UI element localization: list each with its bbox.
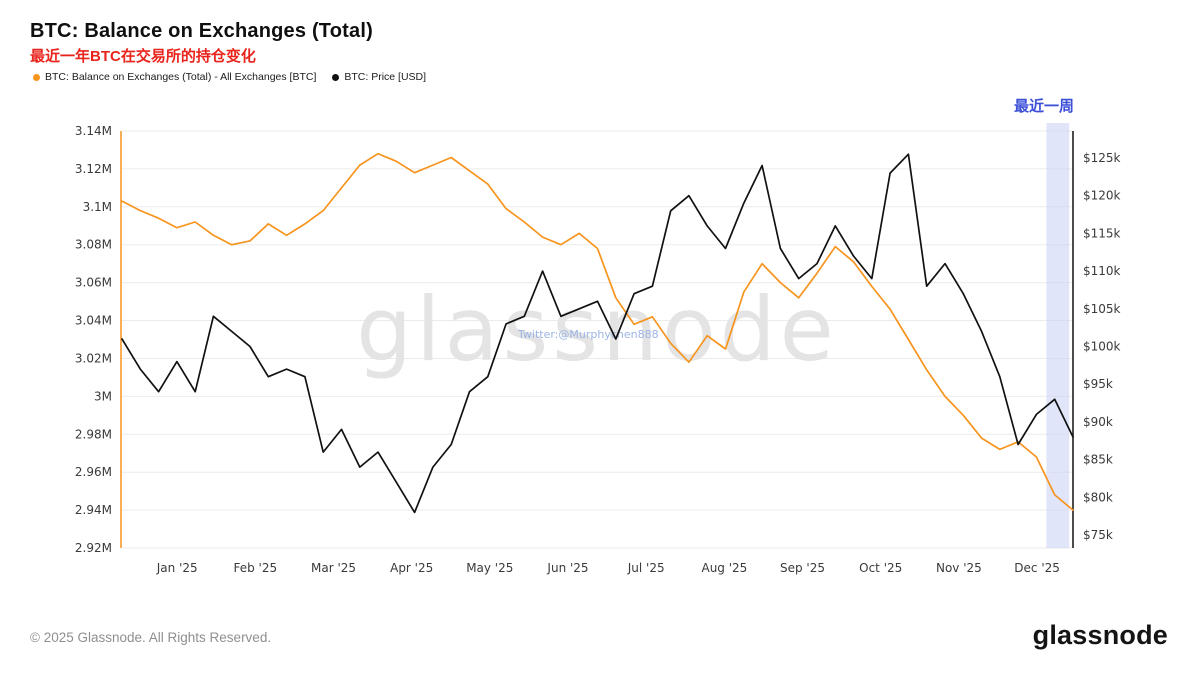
y-axis-label-left: 3.02M: [75, 352, 112, 366]
highlight-band: [1046, 123, 1070, 548]
y-axis-label-left: 3.08M: [75, 238, 112, 252]
glassnode-logo: glassnode: [1032, 620, 1168, 650]
x-axis-label: Nov '25: [936, 561, 982, 575]
legend-item-price: BTC: Price [USD]: [332, 71, 426, 83]
legend-item-balance: BTC: Balance on Exchanges (Total) - All …: [33, 71, 316, 83]
y-axis-label-left: 3.06M: [75, 276, 112, 290]
y-axis-label-right: $105k: [1083, 302, 1121, 316]
y-axis-label-left: 3.14M: [75, 124, 112, 138]
x-axis-label: Feb '25: [233, 561, 277, 575]
y-axis-label-right: $85k: [1083, 453, 1113, 467]
y-axis-label-right: $90k: [1083, 415, 1113, 429]
y-axis-label-left: 2.96M: [75, 465, 112, 479]
x-axis-label: Jul '25: [627, 561, 665, 575]
y-axis-label-right: $80k: [1083, 490, 1113, 504]
x-axis-label: Sep '25: [780, 561, 825, 575]
y-axis-label-right: $100k: [1083, 340, 1121, 354]
chart-canvas: 3.14M 3.12M 3.1M 3.08M 3.06M 3.04M 3.02M 3M 2.98…: [75, 123, 1121, 575]
y-axis-label-left: 3.04M: [75, 314, 112, 328]
x-axis-label: Apr '25: [390, 561, 433, 575]
chart-legend: BTC: Balance on Exchanges (Total) - All …: [33, 71, 426, 83]
series-line-balance: [121, 152, 1074, 511]
legend-dot-icon: [332, 73, 340, 81]
y-axis-label-right: $120k: [1083, 189, 1121, 203]
y-axis-label-right: $110k: [1083, 264, 1121, 278]
legend-label-balance: BTC: Balance on Exchanges (Total) - All …: [45, 71, 317, 83]
y-axis-label-left: 2.92M: [75, 541, 112, 555]
x-axis-label: May '25: [466, 561, 513, 575]
legend-label-price: BTC: Price [USD]: [344, 71, 427, 83]
x-axis-label: Mar '25: [311, 561, 356, 575]
x-axis-label: Aug '25: [701, 561, 747, 575]
x-axis-label: Jun '25: [546, 561, 588, 575]
y-axis-label-right: $95k: [1083, 377, 1113, 391]
y-axis-label-right: $125k: [1083, 151, 1121, 165]
legend-dot-icon: [33, 73, 40, 81]
series-line-price: [121, 153, 1074, 514]
x-axis-label: Jan '25: [156, 561, 198, 575]
y-axis-label-left: 2.98M: [75, 427, 112, 441]
x-axis-label: Oct '25: [859, 561, 902, 575]
y-axis-label-left: 3.12M: [75, 162, 112, 176]
chart-subtitle-chinese: 最近一年BTC在交易所的持仓变化: [30, 48, 256, 65]
highlight-label: 最近一周: [1014, 98, 1075, 115]
chart-title: BTC: Balance on Exchanges (Total): [30, 20, 373, 42]
y-axis-label-right: $115k: [1083, 226, 1121, 240]
footer-copyright: © 2025 Glassnode. All Rights Reserved.: [30, 630, 272, 645]
y-axis-label-left: 3.1M: [83, 200, 112, 214]
watermark-handle: Twitter:@Murphychen888: [517, 328, 659, 341]
y-axis-label-left: 2.94M: [75, 503, 112, 517]
y-axis-label-left: 3M: [94, 389, 112, 403]
x-axis-label: Dec '25: [1014, 561, 1060, 575]
watermark-text: glassnode: [356, 278, 838, 381]
y-axis-label-right: $75k: [1083, 528, 1113, 542]
